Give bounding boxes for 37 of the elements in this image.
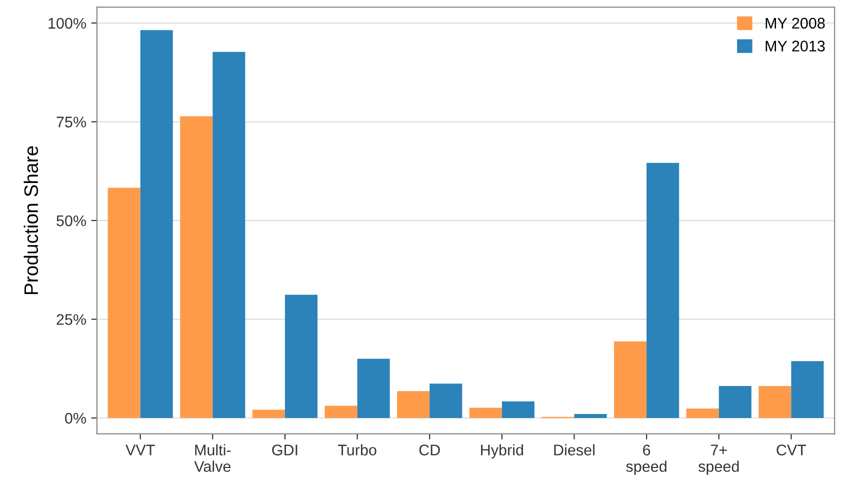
y-tick-label: 0% xyxy=(65,412,86,424)
bar xyxy=(180,116,213,418)
bar xyxy=(469,408,502,418)
bar xyxy=(357,358,390,418)
bar xyxy=(252,410,285,418)
x-tick-label: Hybrid xyxy=(481,444,524,458)
y-tick-label: 50% xyxy=(56,215,86,226)
legend-label: MY 2013 xyxy=(766,40,825,52)
bar xyxy=(614,341,647,418)
bar xyxy=(758,386,792,418)
bar xyxy=(108,188,140,418)
bar xyxy=(430,384,462,418)
y-tick-label: 75% xyxy=(56,116,86,128)
x-tick-label: GDI xyxy=(272,444,298,456)
x-tick-label: Multi- Valve xyxy=(194,444,231,472)
y-tick-label: 25% xyxy=(56,314,86,325)
bar xyxy=(646,162,680,418)
x-tick-label: 7+ speed xyxy=(698,444,739,475)
x-tick-label: 6 speed xyxy=(626,444,666,475)
bar xyxy=(397,391,430,418)
x-tick-label: CD xyxy=(419,444,440,456)
y-tick-label: 100% xyxy=(48,18,86,29)
bar xyxy=(574,414,607,418)
y-axis-title: Production Share xyxy=(24,146,38,294)
x-tick-label: Diesel xyxy=(554,444,594,456)
x-tick-label: Turbo xyxy=(338,444,376,456)
bar xyxy=(324,406,358,418)
bar xyxy=(140,30,173,418)
bar xyxy=(502,401,534,418)
bar xyxy=(718,386,752,418)
bar xyxy=(212,52,246,418)
bar xyxy=(791,361,824,418)
x-tick-label: VVT xyxy=(126,444,155,456)
bar xyxy=(284,294,318,418)
bar xyxy=(686,408,719,418)
x-tick-label: CVT xyxy=(776,444,806,456)
legend-label: MY 2008 xyxy=(766,18,825,29)
